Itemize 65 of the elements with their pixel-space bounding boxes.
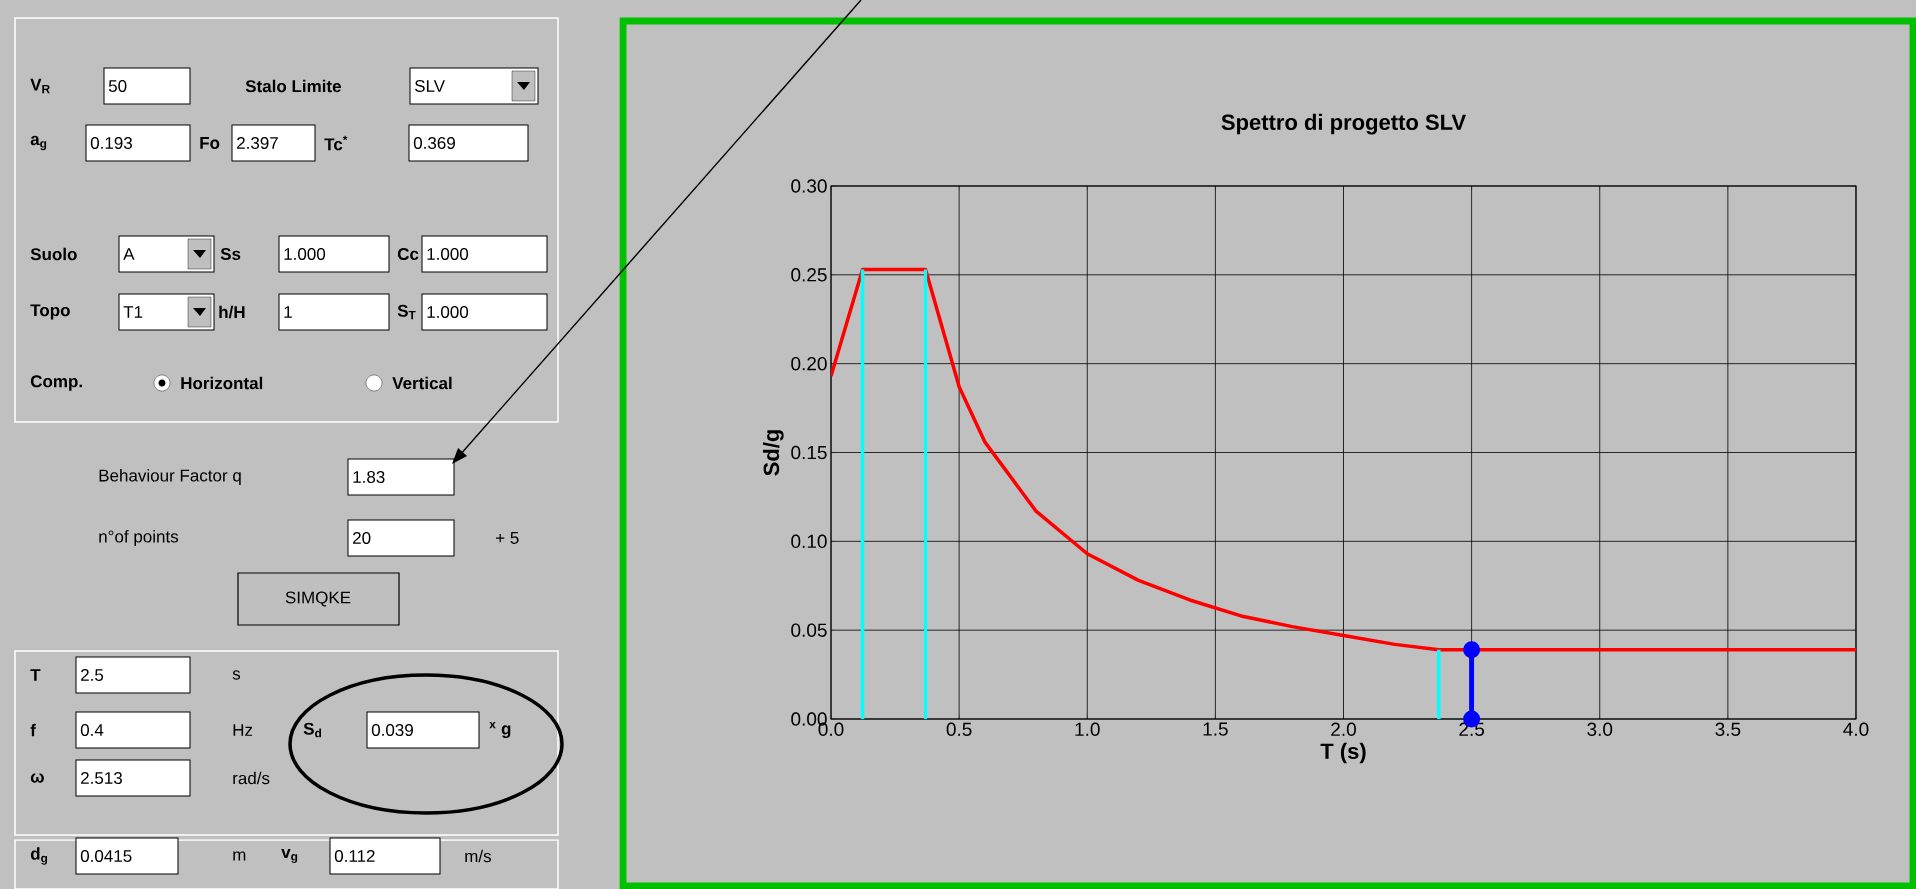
text: Comp. [30, 375, 82, 391]
text: 1.000 [427, 247, 469, 261]
x-tick-label: 0.5 [946, 722, 972, 736]
text: V$_{R}$ [30, 78, 50, 94]
x-tick-label: 2.0 [1331, 722, 1356, 736]
y-tick-label: 0.25 [791, 268, 827, 282]
text: 1.000 [284, 247, 326, 261]
text: 0.193 [90, 136, 132, 150]
text: + 5 [496, 532, 519, 544]
text: Hz [233, 724, 253, 736]
text: T [30, 669, 41, 681]
text: 2.5 [81, 668, 104, 682]
y-tick-label: 0.05 [791, 623, 827, 637]
x-tick-label: 1.0 [1075, 722, 1100, 736]
text: v$_{g}$ [281, 848, 298, 864]
text: Suolo [30, 247, 77, 261]
text: m/s [465, 849, 491, 863]
text: n°of points [99, 530, 179, 546]
text: S$_{T}$ [397, 304, 416, 320]
text: m [233, 851, 246, 861]
text: 0.112 [334, 849, 375, 863]
text: SLV [414, 79, 445, 93]
x-tick-label: 3.0 [1587, 722, 1613, 736]
text: Fo [200, 137, 220, 149]
text: Topo [30, 304, 70, 320]
chart-title: Spettro di progetto SLV [1221, 113, 1466, 135]
text: Stalo Limite [245, 79, 341, 93]
text: ω [30, 773, 44, 783]
text: S$_{d}$ [303, 722, 322, 738]
text: Cc [397, 247, 419, 261]
text: 1.000 [427, 305, 469, 319]
text: 0.0415 [80, 849, 132, 863]
text: 0.039 [371, 723, 413, 737]
text: rad/s [233, 771, 270, 785]
text: 2.397 [237, 136, 278, 150]
text: Tc$^{*}$ [324, 135, 348, 151]
text: T1 [123, 306, 143, 318]
text: f [30, 723, 36, 737]
text: 0.4 [80, 723, 104, 737]
x-tick-label: 1.5 [1203, 722, 1228, 736]
text: Behaviour Factor q [99, 469, 241, 485]
text: Vertical [392, 376, 452, 390]
y-tick-label: 0.30 [791, 179, 827, 193]
text: $^{x}$ g [489, 721, 511, 739]
text: h/H [219, 305, 245, 319]
text: Ss [220, 247, 241, 261]
x-axis-title: T (s) [1320, 742, 1366, 764]
x-tick-label: 3.5 [1715, 722, 1741, 736]
y-tick-label: 0.20 [791, 356, 827, 371]
text: A [123, 248, 135, 260]
text: 0.369 [413, 136, 455, 150]
text: 50 [108, 79, 127, 93]
text: d$_{g}$ [30, 847, 48, 865]
y-tick-label: 0.10 [791, 534, 827, 549]
text: 2.513 [81, 771, 122, 785]
x-tick-label: 4.0 [1843, 722, 1869, 736]
text: 1 [284, 306, 292, 318]
text: SIMQKE [285, 591, 351, 607]
text: Horizontal [181, 376, 263, 390]
y-tick-label: 0.15 [791, 445, 827, 460]
text: 1.83 [353, 470, 385, 484]
y-axis-title: Sd/g [763, 430, 784, 476]
text: s [232, 670, 241, 680]
text: a$_{g}$ [30, 135, 47, 151]
text: 20 [353, 531, 371, 545]
